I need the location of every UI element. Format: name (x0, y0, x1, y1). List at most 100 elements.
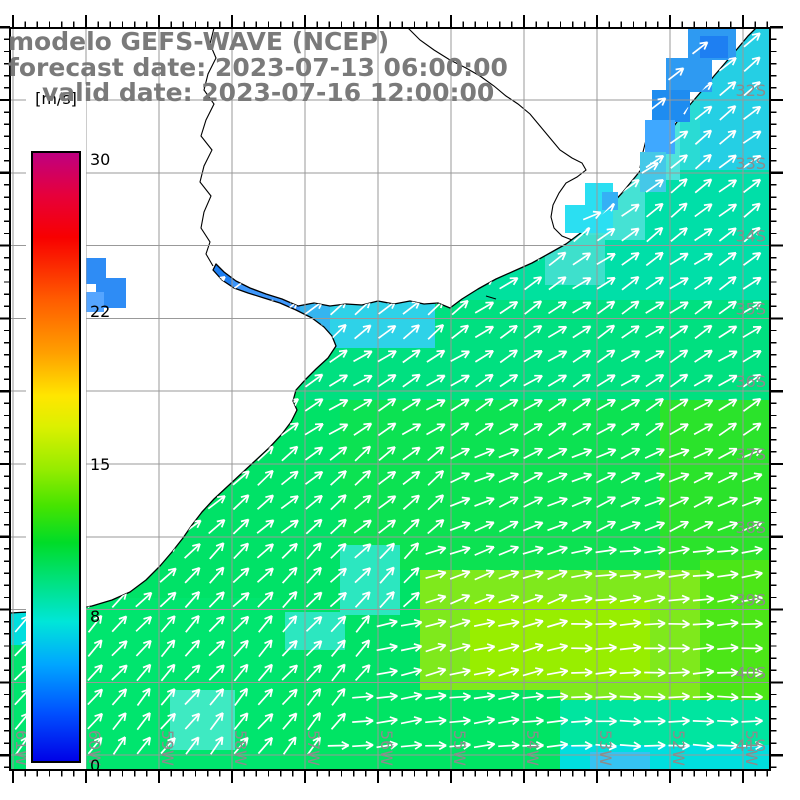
wind-arrow (451, 275, 469, 292)
wind-arrow (692, 643, 715, 653)
wind-arrow (234, 687, 249, 707)
wind-arrow (402, 251, 421, 267)
wind-arrow (134, 130, 153, 145)
wind-arrow (572, 301, 592, 314)
wind-arrow (522, 716, 544, 726)
wind-arrow (110, 495, 129, 510)
wind-arrow (694, 227, 713, 242)
wind-arrow (403, 518, 420, 535)
wind-arrow (330, 542, 347, 559)
wind-arrow (376, 692, 398, 702)
wind-arrow (305, 494, 323, 510)
wind-arrow (280, 130, 299, 145)
wind-arrow (621, 33, 640, 47)
wind-arrow (523, 423, 543, 436)
wind-arrow (741, 545, 763, 555)
wind-arrow (378, 275, 396, 291)
wind-arrow (743, 202, 761, 218)
wind-arrow (280, 324, 299, 339)
lon-label: 52W (669, 730, 688, 766)
wind-arrow (645, 130, 664, 145)
wind-arrow (620, 374, 641, 387)
wind-arrow (256, 57, 275, 71)
wind-arrow (305, 154, 324, 169)
lat-label: 35S (735, 299, 766, 318)
wind-arrow (160, 737, 176, 755)
wind-arrow (546, 692, 569, 702)
wind-arrow (717, 594, 739, 604)
wind-arrow (619, 667, 642, 677)
wind-arrow (354, 567, 372, 584)
wind-arrow (693, 472, 714, 484)
wind-arrow (596, 57, 616, 72)
wind-arrow (621, 179, 640, 193)
wind-arrow (742, 397, 762, 412)
wind-arrow (111, 640, 128, 657)
wind-arrow (669, 496, 690, 508)
wind-arrow (85, 33, 105, 47)
wind-arrow (425, 545, 447, 555)
wind-arrow (110, 56, 128, 73)
wind-arrow (596, 520, 617, 533)
wind-arrow (621, 154, 640, 169)
wind-arrow (354, 543, 372, 559)
wind-arrow (670, 81, 689, 96)
wind-arrow (693, 399, 714, 411)
wind-arrow (112, 736, 127, 755)
wind-arrow (621, 129, 639, 145)
wind-arrow (280, 519, 299, 534)
lat-label: 39S (735, 591, 766, 610)
wind-arrow (378, 32, 396, 48)
wind-arrow (718, 276, 737, 291)
wind-arrow (257, 591, 274, 608)
wind-arrow (256, 129, 274, 145)
wind-arrow (718, 154, 737, 169)
wind-arrow (571, 643, 593, 653)
wind-arrow (400, 691, 423, 701)
wind-arrow (475, 397, 494, 412)
wind-arrow (87, 712, 104, 730)
wind-arrow (449, 692, 471, 702)
wind-arrow (208, 518, 226, 535)
wind-arrow (426, 374, 446, 387)
lat-label: 40S (735, 663, 766, 682)
wind-arrow (500, 202, 518, 218)
wind-arrow (257, 712, 274, 730)
wind-arrow (159, 299, 177, 316)
wind-arrow (304, 106, 324, 120)
wind-arrow (183, 105, 201, 121)
wind-arrow (207, 495, 226, 510)
wind-arrow (378, 80, 396, 97)
wind-arrow (256, 251, 275, 267)
wind-arrow (522, 667, 544, 677)
wind-arrow (255, 399, 276, 411)
wind-arrow (208, 664, 225, 681)
wind-arrow (620, 447, 641, 460)
wind-arrow (86, 299, 104, 316)
wind-arrow (352, 740, 374, 750)
wind-arrow (644, 619, 666, 629)
wind-arrow (548, 227, 567, 243)
wind-arrow (426, 178, 445, 194)
wind-arrow (328, 374, 349, 387)
wind-arrow (403, 566, 420, 584)
wind-arrow (645, 202, 664, 218)
wind-arrow (621, 57, 640, 72)
wind-arrow (354, 494, 372, 510)
wind-arrow (256, 105, 275, 121)
wind-arrow (742, 520, 763, 532)
wind-arrow (134, 373, 154, 388)
wind-arrow (499, 300, 519, 315)
wind-arrow (522, 692, 544, 701)
wind-arrow (427, 275, 445, 291)
wind-arrow (207, 300, 226, 315)
wind-arrow (281, 56, 299, 72)
wind-arrow (692, 667, 715, 677)
wind-arrow (208, 591, 225, 608)
wind-arrow (402, 106, 421, 120)
wind-arrow (111, 688, 128, 706)
wind-arrow (451, 227, 469, 242)
lat-label: 36S (735, 372, 766, 391)
wind-arrow (158, 203, 178, 218)
colorbar-tick-label: 0 (90, 756, 100, 775)
